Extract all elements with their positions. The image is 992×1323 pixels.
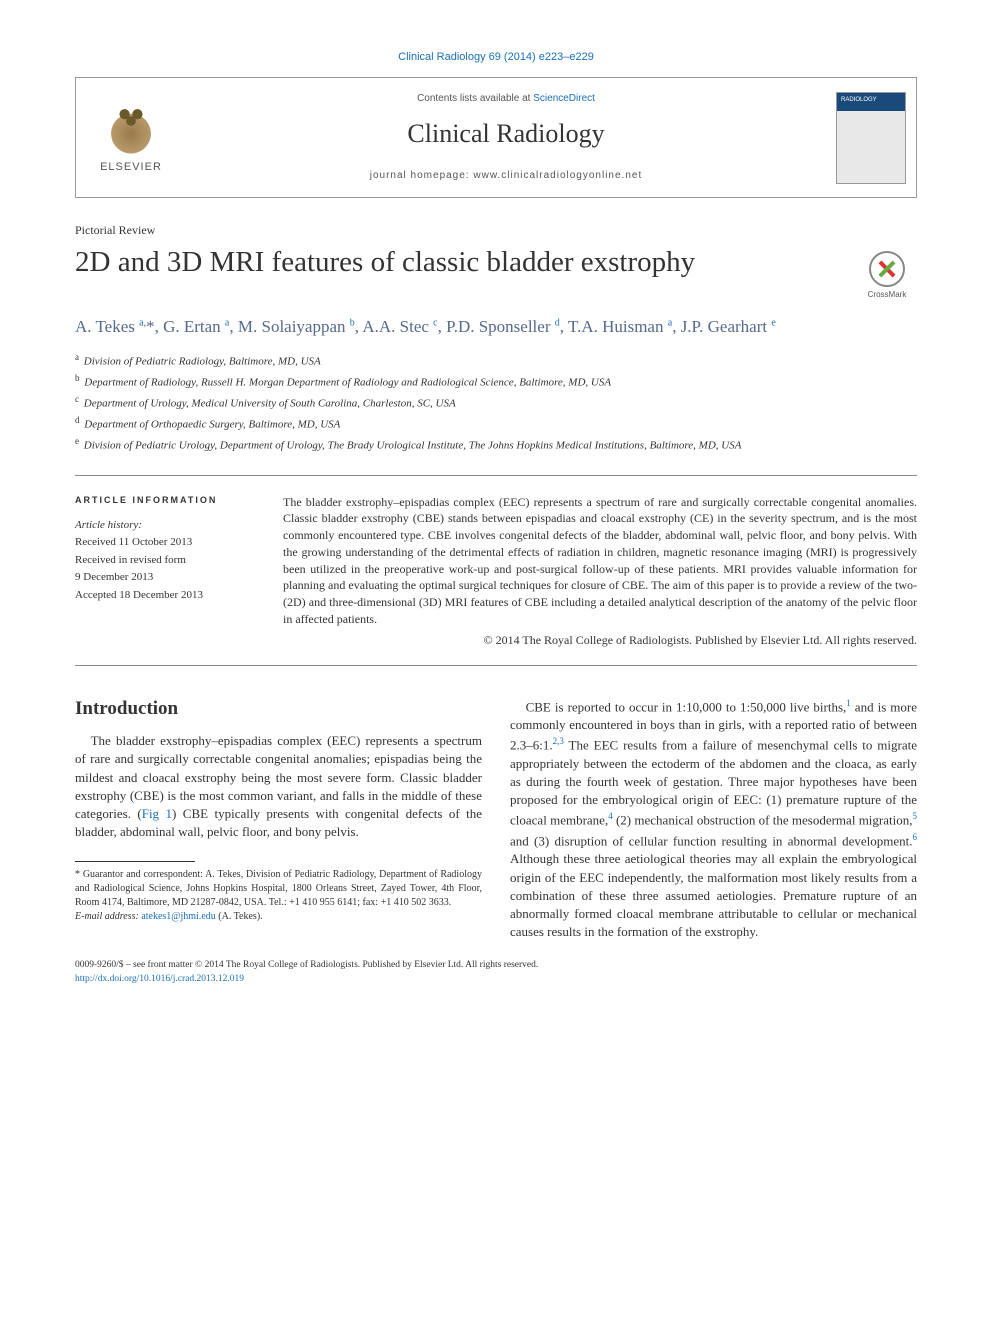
affiliation-list: a Division of Pediatric Radiology, Balti… bbox=[75, 351, 917, 454]
publisher-logo-block: ELSEVIER bbox=[76, 78, 186, 196]
crossmark-icon bbox=[869, 251, 905, 287]
corresponding-email-link[interactable]: atekes1@jhmi.edu bbox=[141, 911, 215, 922]
abstract-copyright: © 2014 The Royal College of Radiologists… bbox=[283, 632, 917, 649]
email-label: E-mail address: bbox=[75, 911, 141, 922]
journal-homepage-line: journal homepage: www.clinicalradiologyo… bbox=[194, 169, 818, 183]
received-date: Received 11 October 2013 bbox=[75, 535, 255, 550]
crossmark-badge[interactable]: CrossMark bbox=[857, 251, 917, 300]
affiliation-item: a Division of Pediatric Radiology, Balti… bbox=[75, 351, 917, 370]
elsevier-tree-icon bbox=[103, 100, 159, 156]
article-info-heading: ARTICLE INFORMATION bbox=[75, 494, 255, 507]
affiliation-item: e Division of Pediatric Urology, Departm… bbox=[75, 435, 917, 454]
article-info-block: ARTICLE INFORMATION Article history: Rec… bbox=[75, 494, 255, 649]
ref-2-3-link[interactable]: 2,3 bbox=[553, 736, 564, 746]
journal-title: Clinical Radiology bbox=[194, 116, 818, 152]
accepted-date: Accepted 18 December 2013 bbox=[75, 588, 255, 603]
corresponding-author-footnote: * Guarantor and correspondent: A. Tekes,… bbox=[75, 868, 482, 924]
history-label: Article history: bbox=[75, 518, 255, 533]
copyright-footer: 0009-9260/$ – see front matter © 2014 Th… bbox=[75, 959, 917, 986]
crossmark-label: CrossMark bbox=[857, 289, 917, 300]
article-title: 2D and 3D MRI features of classic bladde… bbox=[75, 245, 837, 280]
journal-header: ELSEVIER Contents lists available at Sci… bbox=[75, 77, 917, 197]
journal-cover-thumb bbox=[836, 92, 906, 184]
revised-line1: Received in revised form bbox=[75, 553, 255, 568]
affiliation-item: c Department of Urology, Medical Univers… bbox=[75, 393, 917, 412]
homepage-url[interactable]: www.clinicalradiologyonline.net bbox=[473, 170, 642, 181]
abstract-block: The bladder exstrophy–epispadias complex… bbox=[283, 494, 917, 649]
author-list: A. Tekes a,*, G. Ertan a, M. Solaiyappan… bbox=[75, 314, 917, 340]
intro-para-1: The bladder exstrophy–epispadias complex… bbox=[75, 732, 482, 841]
contents-prefix: Contents lists available at bbox=[417, 93, 533, 104]
affiliation-item: d Department of Orthopaedic Surgery, Bal… bbox=[75, 414, 917, 433]
citation-link[interactable]: Clinical Radiology 69 (2014) e223–e229 bbox=[398, 51, 594, 63]
sciencedirect-link[interactable]: ScienceDirect bbox=[533, 93, 595, 104]
fig1-link[interactable]: Fig 1 bbox=[142, 806, 172, 821]
ref-5-link[interactable]: 5 bbox=[913, 811, 918, 821]
affiliation-item: b Department of Radiology, Russell H. Mo… bbox=[75, 372, 917, 391]
footnote-text: * Guarantor and correspondent: A. Tekes,… bbox=[75, 868, 482, 910]
front-matter-line: 0009-9260/$ – see front matter © 2014 Th… bbox=[75, 959, 917, 972]
contents-list-line: Contents lists available at ScienceDirec… bbox=[194, 92, 818, 106]
intro-para-2: CBE is reported to occur in 1:10,000 to … bbox=[510, 696, 917, 942]
article-type: Pictorial Review bbox=[75, 222, 917, 239]
abstract-text: The bladder exstrophy–epispadias complex… bbox=[283, 494, 917, 628]
elsevier-label: ELSEVIER bbox=[100, 160, 162, 175]
revised-line2: 9 December 2013 bbox=[75, 570, 255, 585]
footnote-separator bbox=[75, 861, 195, 862]
doi-link[interactable]: http://dx.doi.org/10.1016/j.crad.2013.12… bbox=[75, 974, 244, 984]
ref-6-link[interactable]: 6 bbox=[913, 832, 918, 842]
citation-line: Clinical Radiology 69 (2014) e223–e229 bbox=[75, 50, 917, 65]
body-columns: Introduction The bladder exstrophy–episp… bbox=[75, 696, 917, 942]
section-heading-introduction: Introduction bbox=[75, 696, 482, 723]
